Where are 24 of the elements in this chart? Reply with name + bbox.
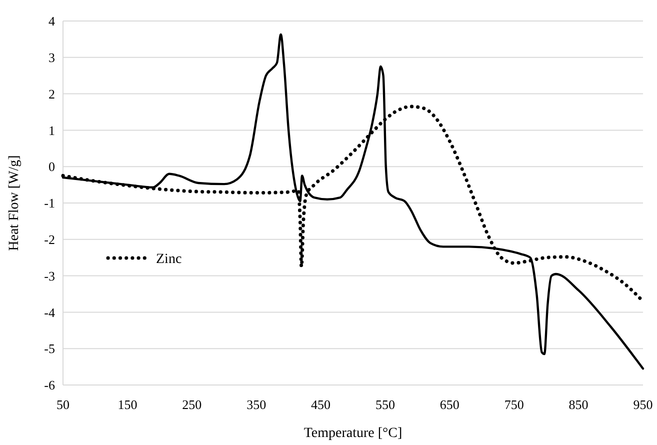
- y-tick-label: 1: [48, 122, 55, 138]
- y-tick-label: -1: [44, 196, 55, 211]
- x-tick-label: 50: [56, 397, 70, 412]
- x-tick-label: 550: [375, 397, 395, 412]
- x-tick-label: 350: [246, 397, 266, 412]
- y-tick-label: -5: [44, 341, 55, 356]
- y-tick-label: 3: [48, 50, 55, 65]
- x-tick-label: 250: [182, 397, 202, 412]
- x-tick-label: 450: [311, 397, 331, 412]
- y-tick-label: 4: [48, 14, 56, 29]
- x-tick-label: 650: [440, 397, 460, 412]
- x-axis-title: Temperature [°C]: [304, 426, 402, 441]
- x-tick-label: 150: [118, 397, 138, 412]
- x-tick-label: 750: [504, 397, 524, 412]
- y-tick-label: -2: [44, 232, 55, 247]
- x-tick-label: 850: [568, 397, 588, 412]
- y-axis-title: Heat Flow [W/g]: [7, 155, 22, 251]
- x-tick-label: 950: [633, 397, 653, 412]
- y-tick-label: -3: [44, 268, 55, 284]
- y-tick-label: -4: [44, 304, 56, 320]
- y-tick-label: 0: [48, 159, 55, 174]
- y-tick-label: -6: [44, 378, 56, 393]
- legend-label: Zinc: [156, 252, 182, 267]
- y-tick-label: 2: [48, 86, 55, 102]
